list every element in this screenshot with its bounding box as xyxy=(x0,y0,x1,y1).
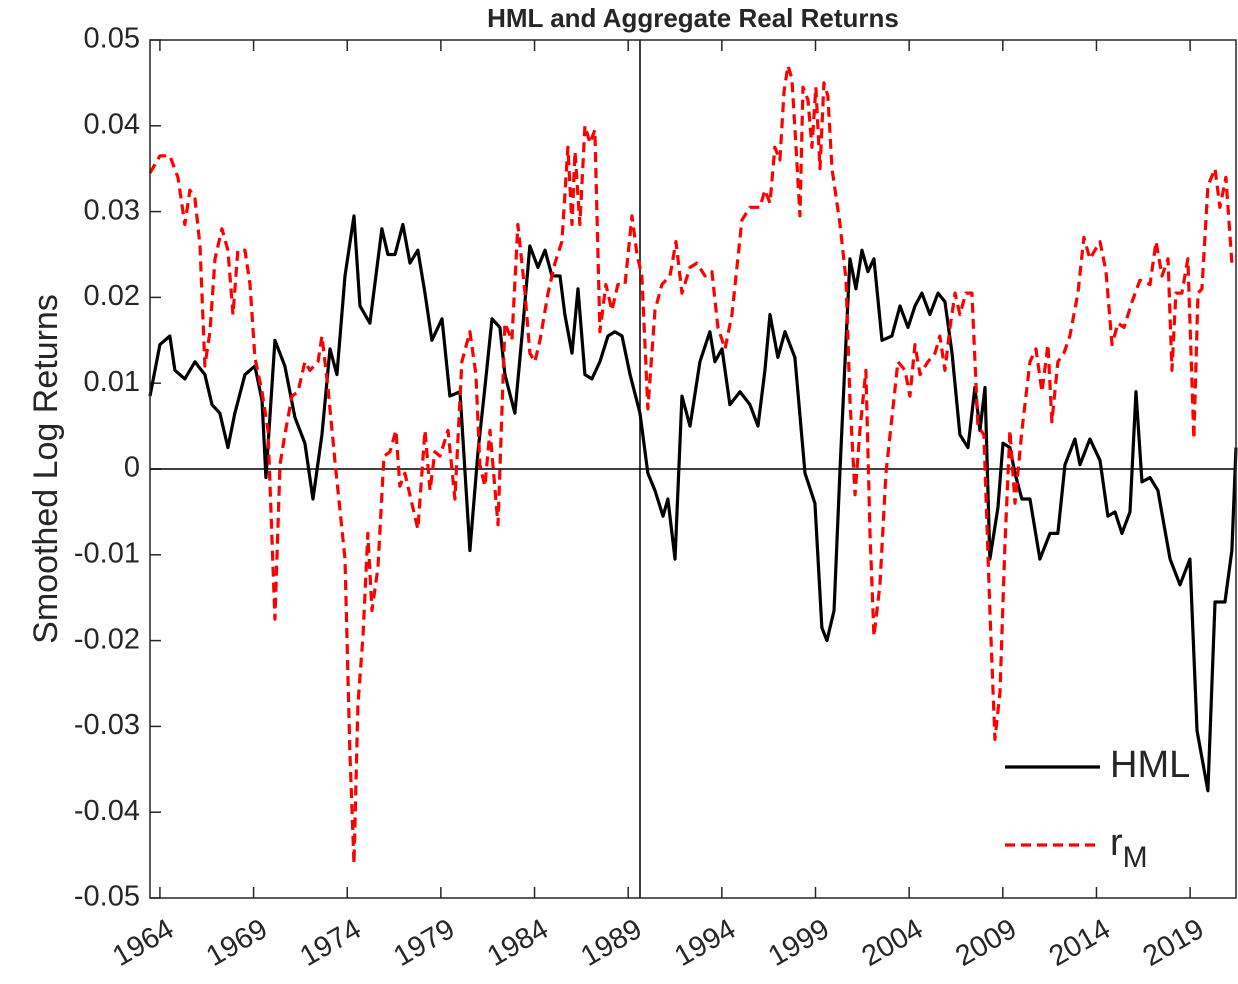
x-tick-label: 1994 xyxy=(669,913,741,973)
y-tick-label: -0.03 xyxy=(74,709,140,741)
x-tick-label: 1969 xyxy=(201,913,273,973)
x-tick-label: 2004 xyxy=(857,913,929,973)
y-tick-label: -0.04 xyxy=(74,795,140,827)
y-tick-label: 0.02 xyxy=(84,280,140,312)
y-tick-label: 0 xyxy=(124,452,140,484)
x-tick-label: 1999 xyxy=(763,913,835,973)
y-tick-label: -0.02 xyxy=(74,623,140,655)
x-tick-label: 1989 xyxy=(576,913,648,973)
legend-label: HML xyxy=(1110,744,1190,786)
y-tick-label: 0.05 xyxy=(84,23,140,55)
legend-label: rM xyxy=(1110,822,1148,874)
y-tick-label: -0.01 xyxy=(74,537,140,569)
x-tick-label: 2019 xyxy=(1138,913,1210,973)
y-tick-label: -0.05 xyxy=(74,881,140,913)
series-line xyxy=(148,214,1238,793)
y-tick-label: 0.01 xyxy=(84,366,140,398)
x-tick-label: 1974 xyxy=(295,913,367,973)
y-axis-label: Smoothed Log Returns xyxy=(27,294,65,644)
axes-frame xyxy=(149,39,1237,899)
x-tick-label: 2009 xyxy=(950,913,1022,973)
x-tick-label: 1984 xyxy=(482,913,554,973)
chart-title: HML and Aggregate Real Returns xyxy=(487,3,899,33)
y-tick-label: 0.04 xyxy=(84,108,140,140)
x-tick-label: 1964 xyxy=(107,913,179,973)
y-tick-label: 0.03 xyxy=(84,194,140,226)
x-tick-label: 2014 xyxy=(1044,913,1116,973)
x-tick-label: 1979 xyxy=(388,913,460,973)
series-line xyxy=(148,64,1234,866)
